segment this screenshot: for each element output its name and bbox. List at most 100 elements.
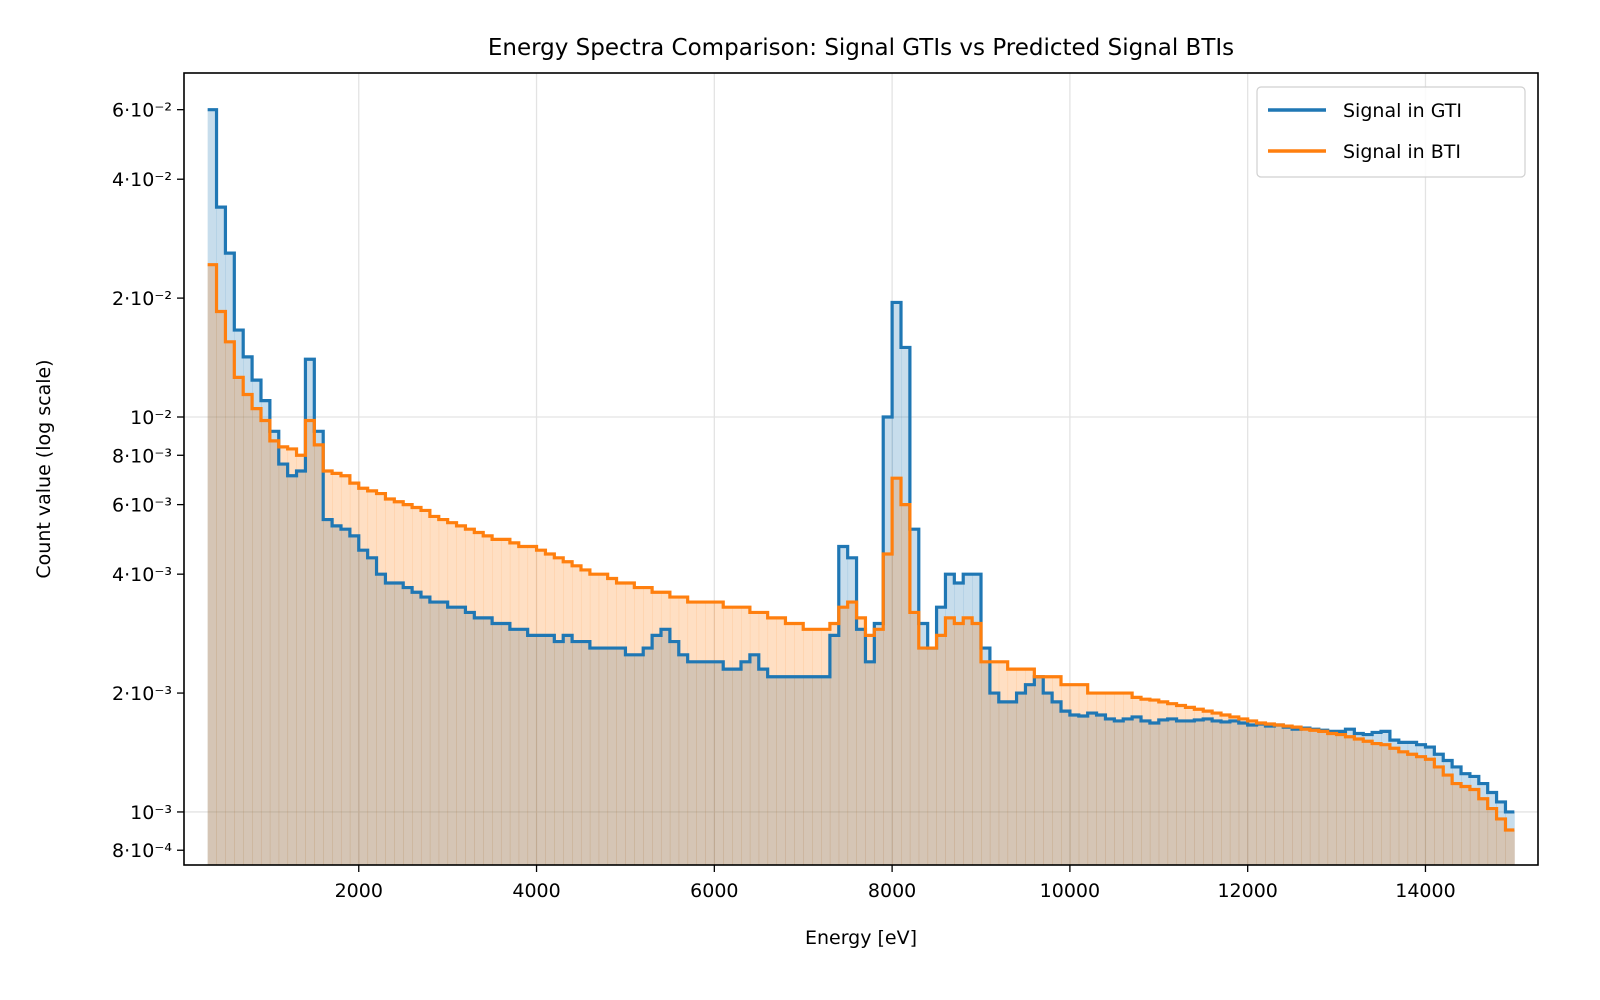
bti-bin: [376, 493, 386, 865]
gti-bin: [536, 635, 546, 865]
gti-bin: [1327, 731, 1337, 865]
y-tick-label: 4·10⁻²: [112, 169, 172, 191]
bti-bin: [1016, 669, 1026, 865]
gti-bin: [572, 641, 582, 865]
bti-bin: [358, 488, 369, 865]
gti-bin: [892, 302, 902, 865]
bti-bin: [1087, 693, 1097, 865]
bti-bin: [660, 592, 671, 865]
gti-bin: [314, 431, 324, 865]
bti-bin: [509, 542, 520, 865]
gti-bin: [323, 519, 333, 865]
bti-bin: [1185, 707, 1195, 865]
gti-bin: [518, 629, 529, 865]
gti-bin: [1389, 740, 1400, 865]
gti-bin: [207, 109, 217, 866]
x-tick-label: 8000: [868, 880, 916, 902]
gti-bin: [1194, 719, 1204, 865]
bti-bin: [776, 617, 786, 865]
gti-bin: [465, 612, 475, 865]
bti-bin: [278, 446, 289, 865]
gti-bin: [616, 648, 626, 865]
bti-bin: [1327, 733, 1337, 865]
bti-bin: [1292, 727, 1302, 865]
x-tick-label: 10000: [1040, 880, 1100, 902]
bti-bin: [1078, 684, 1089, 865]
bti-bin: [252, 408, 262, 865]
gti-bin: [678, 654, 689, 865]
gti-bin: [936, 607, 946, 865]
gti-bin: [1078, 715, 1089, 865]
gti-bin: [1363, 734, 1373, 865]
gti-bin: [1496, 801, 1506, 865]
gti-bin: [1167, 718, 1177, 865]
gti-bin: [1247, 725, 1257, 865]
gti-bin: [1229, 720, 1240, 865]
bti-bin: [1505, 830, 1515, 865]
bti-bin: [554, 557, 564, 865]
bti-bin: [438, 519, 449, 865]
gti-bin: [1292, 729, 1302, 865]
bti-bin: [732, 607, 742, 865]
bti-bin: [856, 617, 866, 865]
gti-bin: [296, 470, 306, 865]
bti-bin: [758, 612, 769, 865]
gti-bin: [367, 557, 377, 865]
bti-bin: [1407, 754, 1417, 865]
gti-bin: [1034, 676, 1044, 865]
gti-bin: [1461, 773, 1471, 865]
bti-bin: [607, 578, 617, 865]
gti-bin: [643, 648, 653, 865]
bti-bin: [332, 473, 342, 865]
bti-bin: [207, 264, 217, 865]
bti-bin: [865, 635, 875, 865]
bti-bin: [465, 529, 475, 865]
gti-bin: [1016, 693, 1026, 865]
gti-bin: [1096, 714, 1106, 865]
bti-bin: [1372, 743, 1382, 865]
gti-bin: [1123, 718, 1133, 865]
gti-bin: [998, 701, 1009, 865]
bti-bin: [1469, 789, 1480, 865]
bti-bin: [1443, 775, 1453, 865]
gti-bin: [447, 607, 457, 865]
gti-bin: [829, 635, 840, 865]
gti-bin: [438, 602, 449, 865]
bti-bin: [260, 420, 271, 865]
bti-bin: [394, 501, 404, 865]
gti-bin: [252, 380, 262, 865]
gti-bin: [820, 676, 831, 865]
bti-bin: [1043, 676, 1053, 865]
gti-bin: [687, 661, 697, 865]
bti-bin: [1309, 730, 1320, 865]
gti-bin: [1309, 729, 1320, 865]
y-axis: 6·10⁻² 4·10⁻² 2·10⁻² 10⁻² 8·10⁻³ 6·10⁻³ 4·10⁻³…: [112, 100, 184, 862]
bti-bin: [1167, 703, 1177, 865]
gti-bin: [1203, 718, 1213, 865]
bti-bin: [403, 504, 413, 865]
gti-bin: [705, 661, 715, 865]
bti-bin: [429, 516, 440, 865]
gti-bin: [740, 661, 751, 865]
y-tick-label: 2·10⁻²: [112, 288, 172, 310]
y-tick-label: 8·10⁻³: [112, 445, 172, 467]
bti-bin: [1301, 729, 1311, 865]
bti-bin: [1123, 693, 1133, 865]
bti-bin: [243, 394, 253, 865]
bti-bin: [927, 648, 937, 865]
gti-bin: [696, 661, 706, 865]
bti-bin: [1336, 734, 1346, 865]
bti-bin: [1069, 684, 1080, 865]
gti-bin: [981, 648, 991, 865]
gti-bin: [1176, 720, 1186, 865]
gti-bin: [403, 587, 413, 865]
gti-bin: [669, 641, 680, 865]
gti-bin: [652, 635, 662, 865]
bti-bin: [367, 490, 377, 865]
gti-bin: [963, 574, 973, 865]
bti-bin: [536, 550, 546, 865]
bti-bin: [874, 629, 884, 865]
gti-bin: [607, 648, 617, 865]
bti-bin: [1389, 748, 1400, 865]
